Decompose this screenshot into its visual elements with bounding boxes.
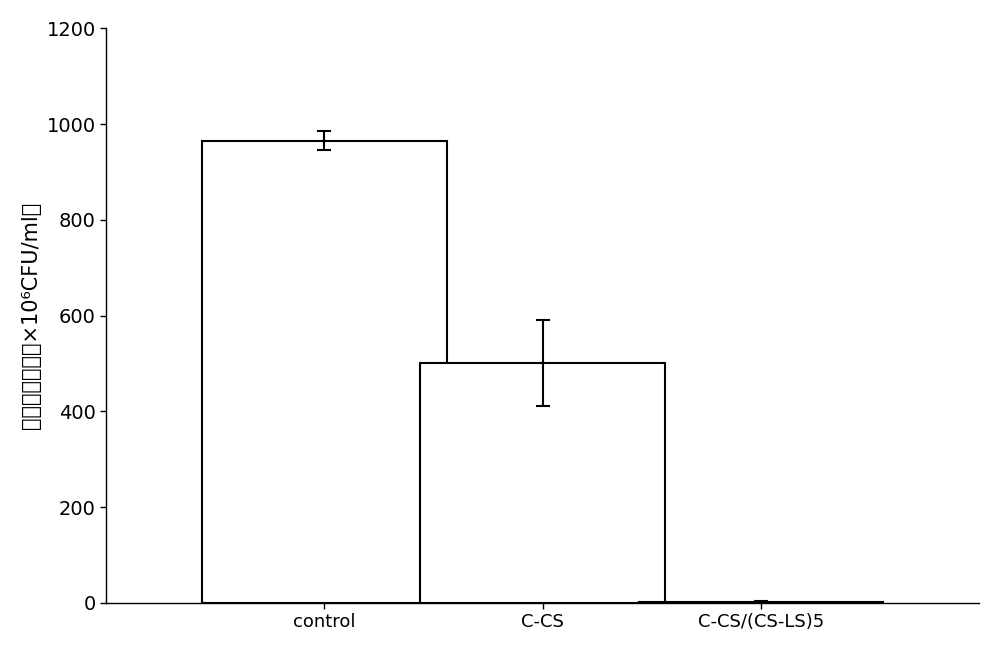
- Y-axis label: 绿脸杆菌浓度（×10⁶CFU/ml）: 绿脸杆菌浓度（×10⁶CFU/ml）: [21, 202, 41, 429]
- Bar: [420, 363, 665, 602]
- Bar: [202, 141, 447, 602]
